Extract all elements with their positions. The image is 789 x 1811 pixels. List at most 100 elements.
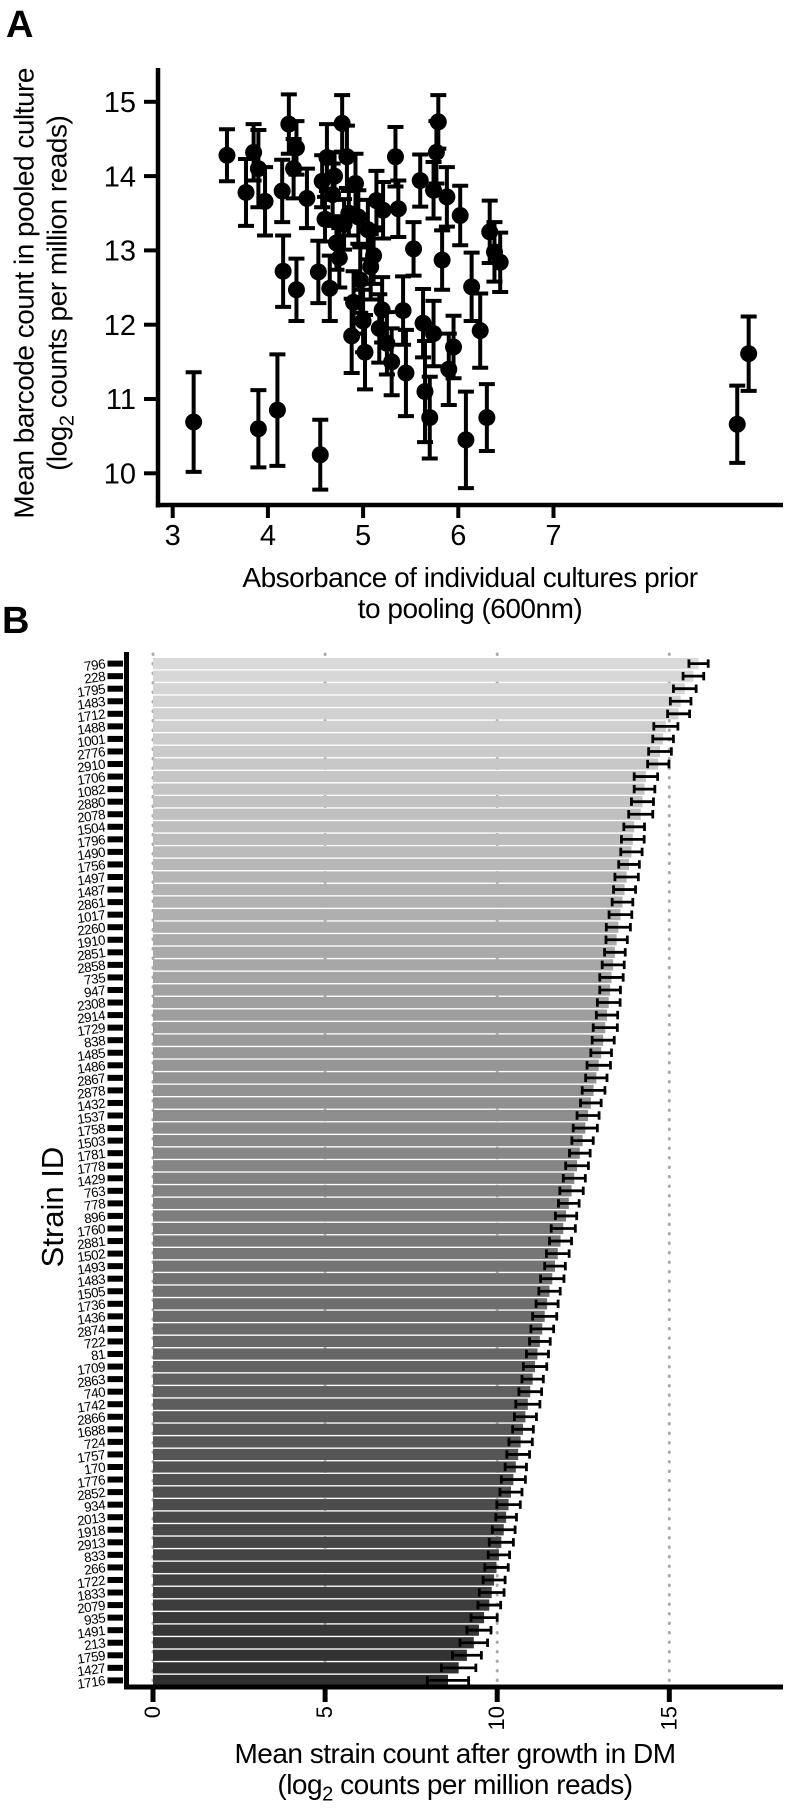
bar [153, 909, 621, 921]
panel-b-x-axis-title-line2: (log2 counts per million reads) [277, 1769, 633, 1806]
x-tick-label: 15 [656, 1706, 681, 1730]
bar [153, 1386, 531, 1398]
scatter-point [405, 240, 423, 258]
strain-id-label: 1427 [76, 1661, 106, 1680]
bar [153, 758, 659, 770]
strain-id-label: 1742 [76, 1397, 106, 1416]
panel-b-bar-chart: 7962281795148317121488100127762910170610… [76, 652, 783, 1730]
bar [153, 1348, 538, 1360]
strain-id-label: 81 [90, 1347, 106, 1364]
x-tick-label: 0 [140, 1706, 165, 1718]
scatter-point [330, 249, 348, 267]
panel-b-label: B [2, 600, 30, 642]
bar [153, 1574, 495, 1586]
x-tick-label: 7 [545, 520, 561, 552]
strain-id-label: 1757 [76, 1447, 106, 1466]
bar [153, 1436, 521, 1448]
bar [153, 1411, 526, 1423]
bar [153, 1197, 569, 1209]
strain-id-label: 724 [83, 1434, 107, 1452]
strain-id-label: 266 [83, 1560, 106, 1578]
bar [153, 858, 630, 871]
scatter-point [451, 206, 469, 224]
bar [153, 1022, 606, 1034]
bar [153, 1649, 467, 1661]
bar [153, 846, 632, 858]
bar [153, 1147, 580, 1159]
strain-id-label: 1505 [76, 1284, 106, 1303]
bar [153, 1335, 540, 1348]
bar [153, 1247, 558, 1260]
scatter-point [287, 139, 305, 157]
strain-id-label: 833 [83, 1548, 106, 1566]
bar [153, 959, 614, 971]
strain-id-label: 1712 [76, 706, 106, 725]
bar [153, 896, 623, 908]
x-tick-label: 4 [260, 520, 276, 552]
scatter-point [268, 401, 286, 419]
bar [153, 720, 666, 732]
scatter-point [374, 201, 392, 219]
strain-id-label: 2866 [76, 1409, 106, 1428]
bar [153, 1561, 497, 1574]
bar [153, 1059, 599, 1071]
bar [153, 1637, 474, 1649]
scatter-point [728, 415, 746, 433]
scatter-point [218, 146, 236, 164]
scatter-point [256, 192, 274, 210]
bar [153, 934, 617, 946]
strain-id-label: 2913 [76, 1535, 106, 1554]
strain-id-label: 1716 [76, 1673, 106, 1692]
strain-id-label: 1504 [76, 819, 107, 838]
strain-id-label: 1490 [76, 845, 106, 864]
strain-id-label: 2852 [76, 1485, 106, 1504]
strain-id-label: 1778 [76, 1158, 106, 1177]
bar [153, 745, 661, 758]
x-tick-label: 3 [165, 520, 181, 552]
panel-a-x-axis-title: Absorbance of individual cultures prior … [150, 562, 789, 624]
bar [153, 1185, 572, 1197]
bar [153, 1034, 604, 1046]
scatter-point [414, 314, 432, 332]
bar [153, 1285, 550, 1297]
scatter-point [421, 409, 439, 427]
scatter-point [185, 413, 203, 431]
bar [153, 1423, 524, 1435]
strain-id-label: 1497 [76, 870, 106, 889]
strain-id-label: 1488 [76, 719, 106, 738]
bar [153, 1009, 607, 1021]
scatter-point [397, 364, 415, 382]
y-tick-label: 14 [104, 161, 136, 193]
strain-id-label: 722 [83, 1334, 106, 1352]
strain-id-label: 2013 [76, 1510, 106, 1529]
strain-id-label: 1776 [76, 1472, 106, 1491]
strain-id-label: 2863 [76, 1372, 106, 1391]
strain-id-label: 934 [83, 1497, 107, 1515]
strain-id-label: 1759 [76, 1648, 106, 1667]
bar [153, 1599, 490, 1611]
bar [153, 1549, 499, 1561]
scatter-point [445, 338, 463, 356]
strain-id-label: 1017 [76, 907, 106, 926]
bar [153, 770, 646, 783]
bar [153, 1612, 485, 1624]
scatter-point [491, 253, 509, 271]
bar [153, 1511, 507, 1523]
panel-a-scatter-plot: 10 11 12 13 14 15 3 4 5 6 7 [104, 68, 783, 552]
panel-b-x-axis-title-line1: Mean strain count after growth in DM [234, 1738, 676, 1769]
strain-id-label: 778 [83, 1196, 106, 1214]
bar [153, 833, 633, 845]
scatter-point [273, 182, 291, 200]
strain-id-label: 1001 [76, 732, 106, 751]
scatter-point [309, 263, 327, 281]
scatter-point [433, 251, 451, 269]
scatter-point [351, 271, 369, 289]
strain-id-label: 1483 [76, 694, 106, 713]
strain-id-label: 2881 [76, 1234, 106, 1253]
strain-id-label: 1796 [76, 832, 106, 851]
bar [153, 733, 664, 745]
strain-id-label: 2880 [76, 794, 106, 813]
bar [153, 1473, 514, 1486]
strain-id-label: 1082 [76, 782, 106, 801]
panel-a-x-axis-title-line2: to pooling (600nm) [357, 593, 583, 624]
